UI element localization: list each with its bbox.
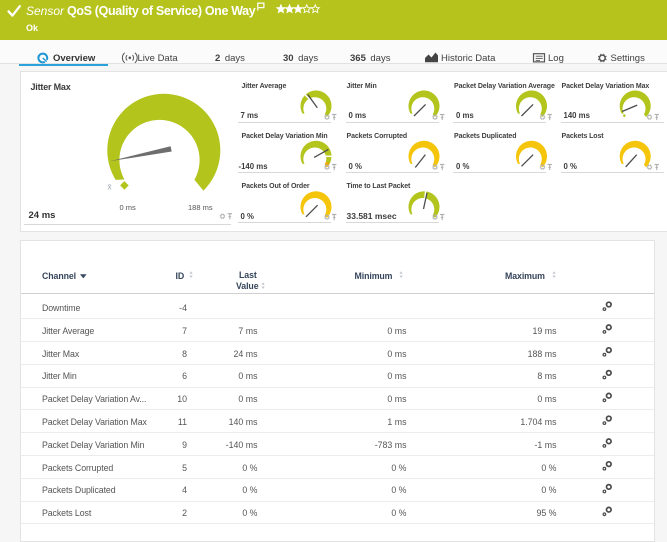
svg-text:x̄: x̄ [107,183,111,192]
